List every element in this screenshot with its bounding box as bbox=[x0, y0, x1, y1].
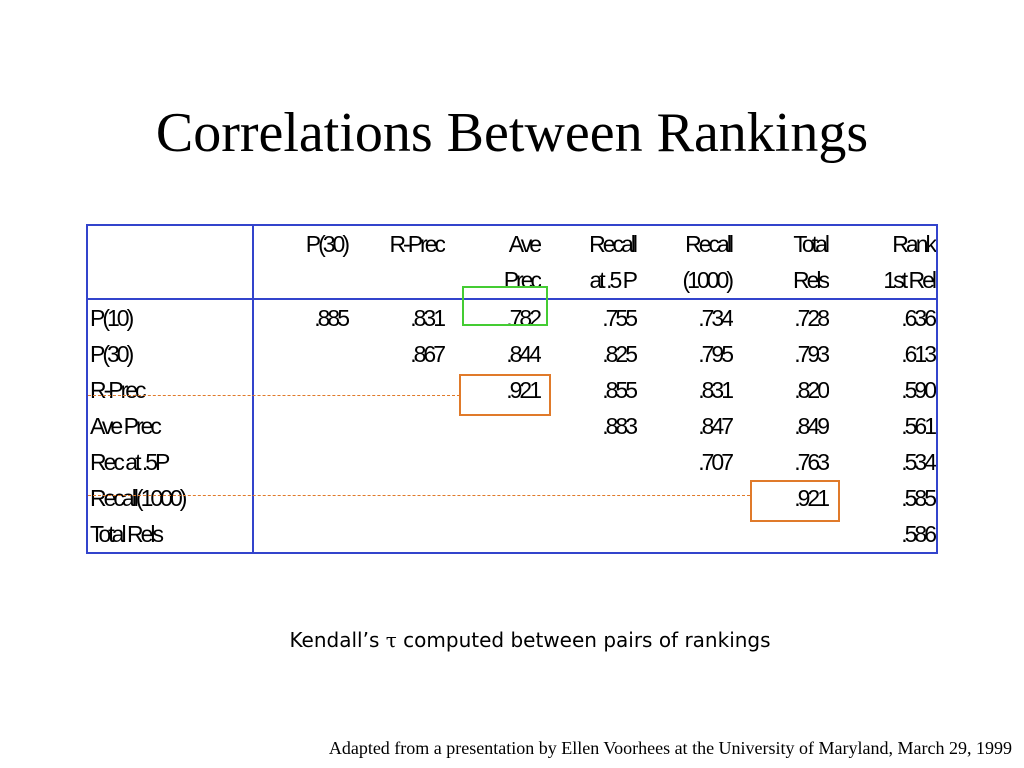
table-cell: .820 bbox=[794, 376, 829, 403]
table-cell bbox=[541, 516, 637, 553]
table-cell: .586 bbox=[901, 520, 937, 547]
table-cell bbox=[253, 408, 349, 444]
table-cell: .782 bbox=[506, 304, 541, 331]
correlation-table-container: P(30) R-Prec Ave Prec Recall at .5 P Recal… bbox=[86, 224, 938, 554]
caption-suffix: computed between pairs of rankings bbox=[396, 628, 771, 652]
header-row: P(30) R-Prec Ave Prec Recall at .5 P Recal… bbox=[87, 225, 937, 300]
table-cell: .728 bbox=[794, 304, 829, 331]
header-corner-cell bbox=[87, 225, 254, 300]
attribution-footer: Adapted from a presentation by Ellen Voo… bbox=[328, 738, 1012, 758]
table-cell: .844 bbox=[506, 340, 541, 367]
table-cell bbox=[349, 516, 445, 553]
table-cell: .867 bbox=[410, 340, 445, 367]
table-row: P(10) .885 .831 .782 .755 .734 .728 .636 bbox=[87, 299, 937, 336]
column-header: R-Prec bbox=[349, 225, 445, 300]
table-cell: .883 bbox=[602, 412, 637, 439]
table-cell: .885 bbox=[314, 304, 349, 331]
row-label: Ave Prec bbox=[87, 408, 254, 444]
table-cell: .636 bbox=[901, 304, 937, 331]
table-cell: .831 bbox=[698, 376, 733, 403]
table-row: R-Prec .921 .855 .831 .820 .590 bbox=[87, 372, 937, 408]
table-cell bbox=[445, 480, 541, 516]
table-cell bbox=[253, 480, 349, 516]
column-header: P(30) bbox=[253, 225, 349, 300]
table-cell: .793 bbox=[794, 340, 829, 367]
table-cell bbox=[733, 516, 829, 553]
table-cell bbox=[637, 480, 733, 516]
table-row: Rec at .5P .707 .763 .534 bbox=[87, 444, 937, 480]
column-header: Rank 1st Rel bbox=[829, 225, 937, 300]
table-cell: .855 bbox=[602, 376, 637, 403]
table-cell bbox=[253, 372, 349, 408]
column-header: Ave Prec bbox=[445, 225, 541, 300]
table-cell bbox=[637, 516, 733, 553]
table-cell bbox=[445, 516, 541, 553]
table-cell: .825 bbox=[602, 340, 637, 367]
table-cell bbox=[253, 444, 349, 480]
table-row: Ave Prec .883 .847 .849 .561 bbox=[87, 408, 937, 444]
row-label: P(10) bbox=[87, 299, 254, 336]
table-cell bbox=[349, 408, 445, 444]
table-cell bbox=[541, 480, 637, 516]
table-cell: .795 bbox=[698, 340, 733, 367]
row-label: R-Prec bbox=[87, 372, 254, 408]
row-label: P(30) bbox=[87, 336, 254, 372]
caption: Kendall’s τ computed between pairs of ra… bbox=[0, 628, 1024, 652]
table-cell: .613 bbox=[901, 340, 937, 367]
table-cell: .707 bbox=[698, 448, 733, 475]
table-cell: .755 bbox=[602, 304, 637, 331]
column-header: Total Rels bbox=[733, 225, 829, 300]
table-cell: .921 bbox=[794, 484, 829, 511]
table-cell: .763 bbox=[794, 448, 829, 475]
table-row: Recall(1000) .921 .585 bbox=[87, 480, 937, 516]
table-cell: .561 bbox=[901, 412, 937, 439]
table-cell bbox=[445, 408, 541, 444]
table-cell: .590 bbox=[901, 376, 937, 403]
row-label: Total Rels bbox=[87, 516, 254, 553]
column-header: Recall (1000) bbox=[637, 225, 733, 300]
column-header: Recall at .5 P bbox=[541, 225, 637, 300]
row-label: Rec at .5P bbox=[87, 444, 254, 480]
table-cell: .921 bbox=[506, 376, 541, 403]
correlation-table: P(30) R-Prec Ave Prec Recall at .5 P Recal… bbox=[86, 224, 938, 554]
row-label: Recall(1000) bbox=[87, 480, 254, 516]
slide-title: Correlations Between Rankings bbox=[155, 102, 869, 164]
table-cell bbox=[349, 444, 445, 480]
table-cell: .585 bbox=[901, 484, 937, 511]
table-cell bbox=[541, 444, 637, 480]
tau-symbol: τ bbox=[385, 628, 397, 652]
table-cell: .734 bbox=[698, 304, 733, 331]
table-cell bbox=[445, 444, 541, 480]
table-cell: .534 bbox=[901, 448, 937, 475]
table-cell: .847 bbox=[698, 412, 733, 439]
table-cell bbox=[349, 372, 445, 408]
caption-prefix: Kendall’s bbox=[289, 628, 386, 652]
table-cell: .831 bbox=[410, 304, 445, 331]
table-row: P(30) .867 .844 .825 .795 .793 .613 bbox=[87, 336, 937, 372]
table-cell: .849 bbox=[794, 412, 829, 439]
table-row: Total Rels .586 bbox=[87, 516, 937, 553]
table-cell bbox=[253, 516, 349, 553]
table-cell bbox=[349, 480, 445, 516]
table-cell bbox=[253, 336, 349, 372]
